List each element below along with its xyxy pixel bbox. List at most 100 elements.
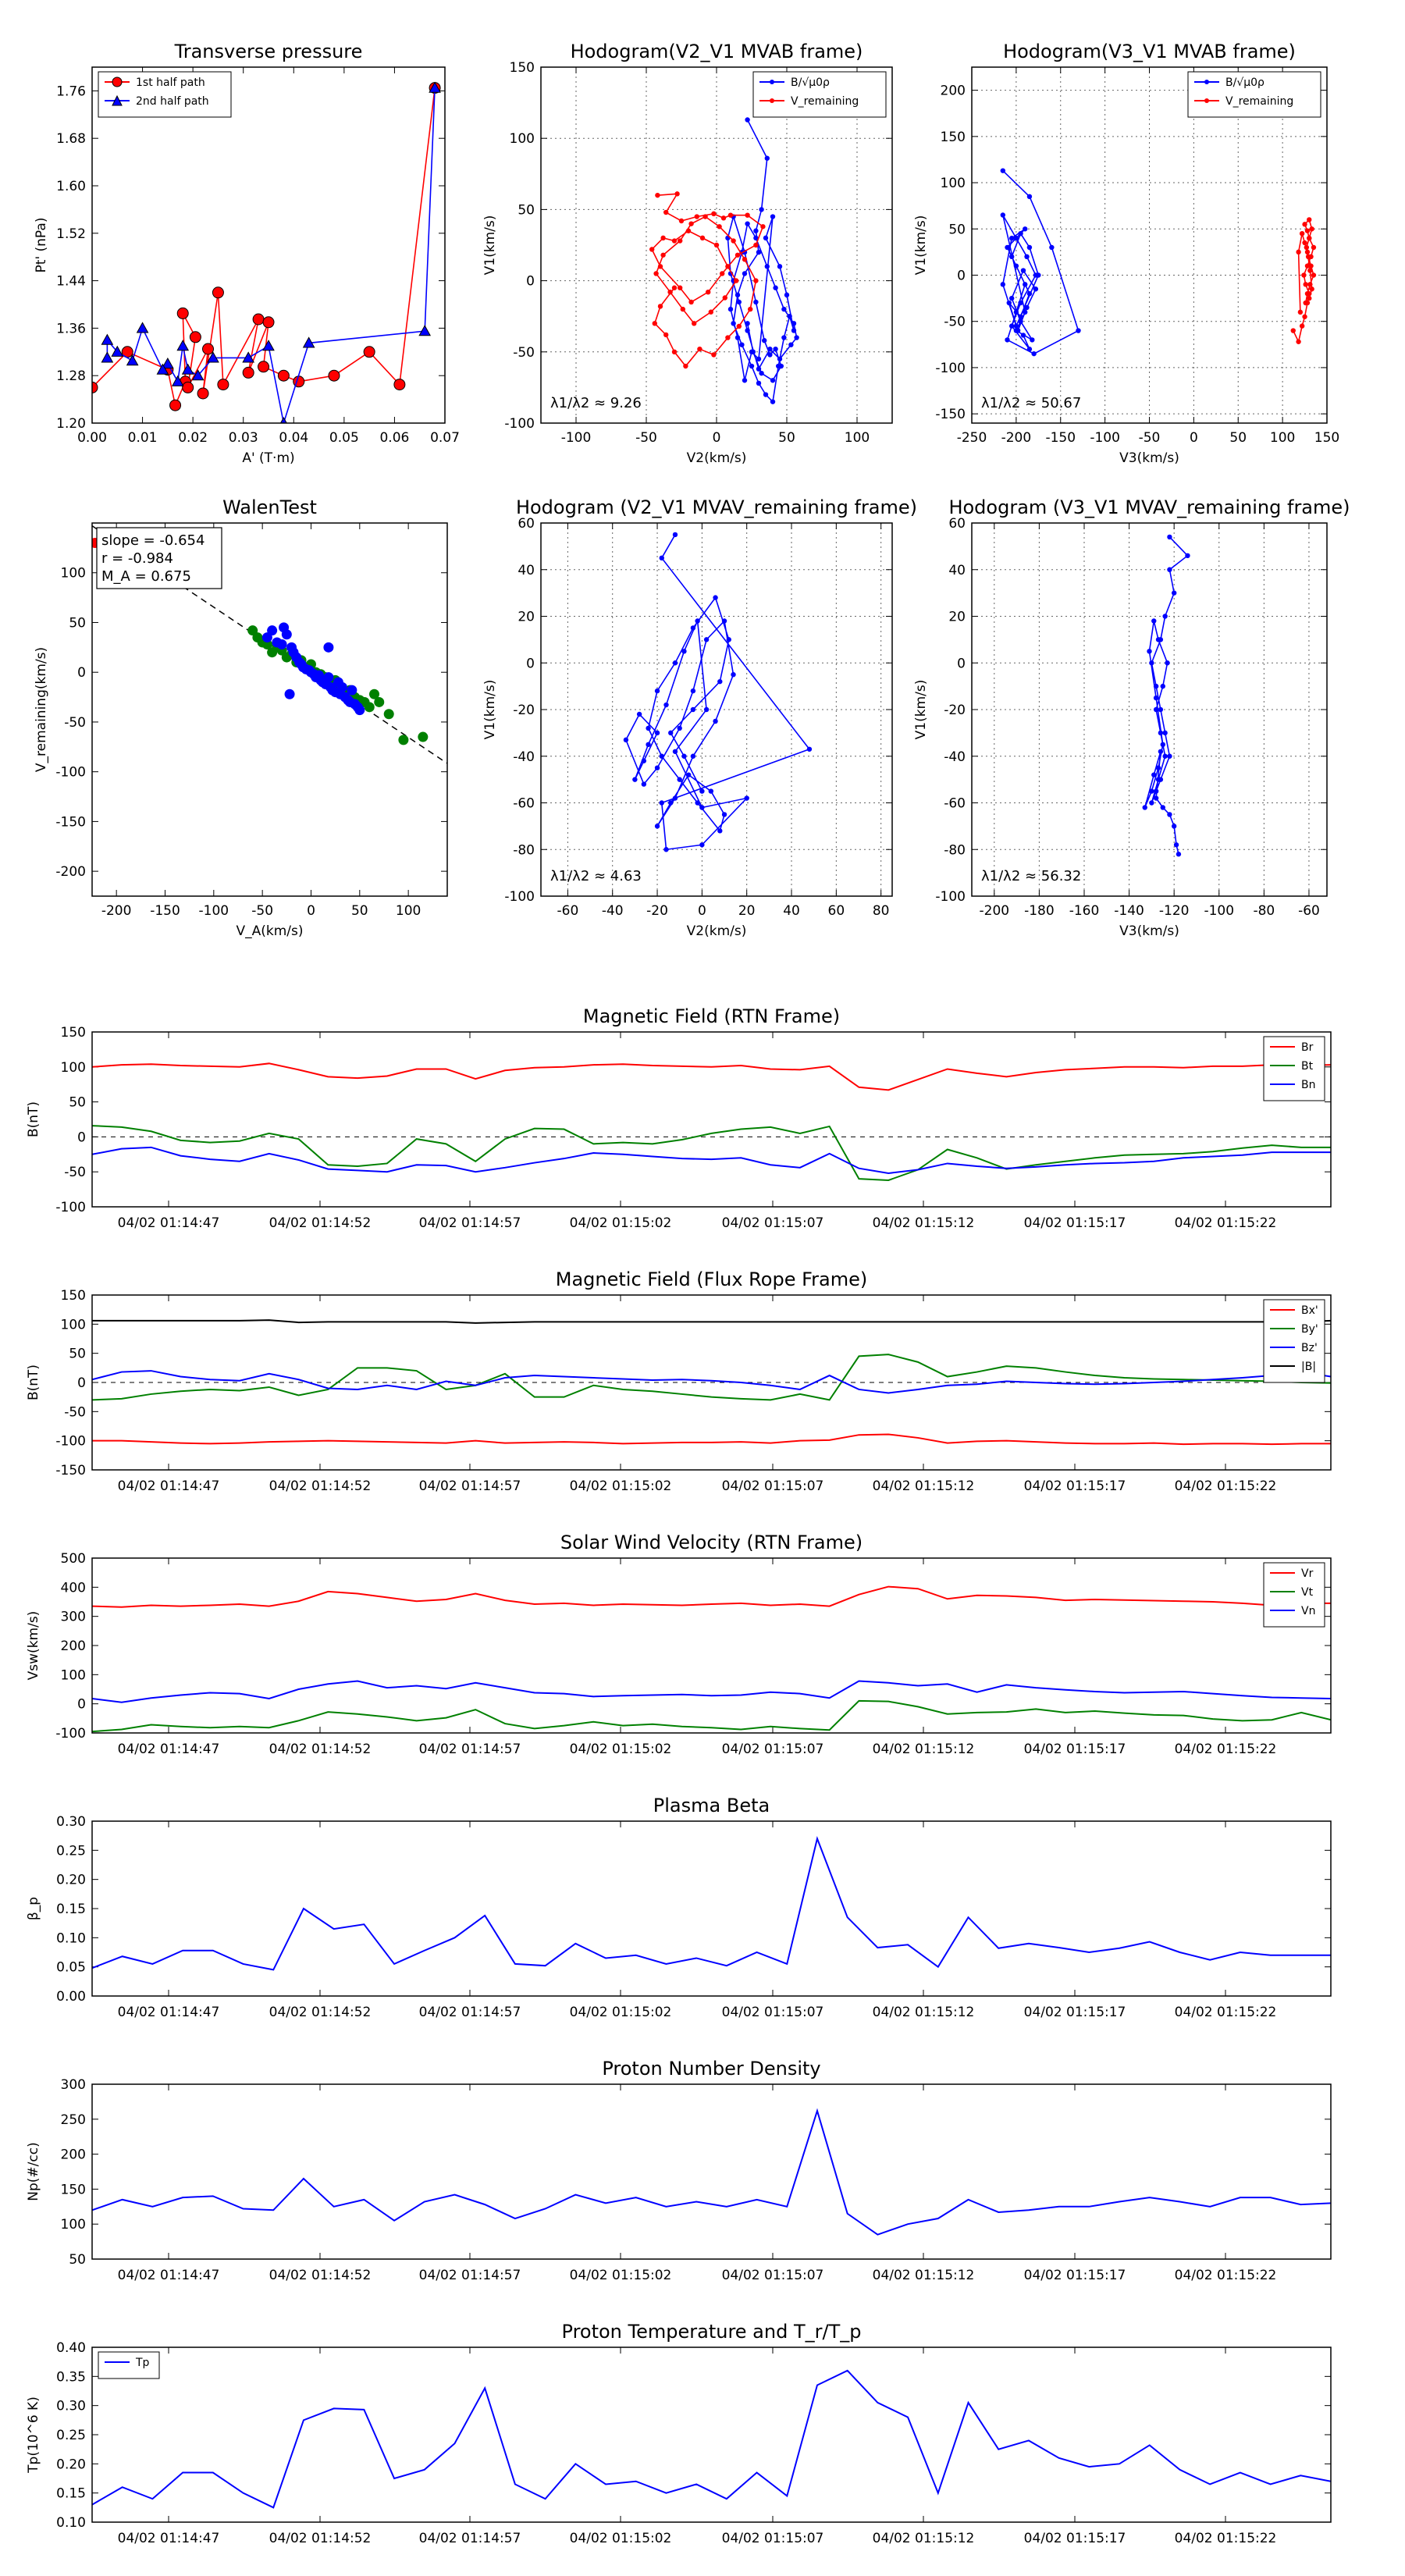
data-point (674, 191, 680, 197)
data-point (1158, 730, 1164, 736)
data-point (657, 304, 663, 309)
data-point (713, 595, 718, 600)
chart-walen_test: -200 -150 -100 -50 0 50 100 -200 -150 -100 -50 0 50 1… (34, 496, 448, 939)
legend-box (1263, 1299, 1325, 1383)
data-point (668, 730, 674, 736)
legend-label: By' (1301, 1323, 1318, 1336)
y-tick-label: -80 (513, 842, 535, 858)
y-tick-label: 200 (941, 84, 966, 99)
x-tick-label: 04/02 01:14:57 (419, 2268, 521, 2283)
y-tick-label: 100 (61, 1060, 86, 1076)
y-tick-label: 50 (69, 615, 86, 631)
y-tick-label: 150 (61, 1288, 86, 1304)
y-tick-label: 0 (77, 1697, 86, 1713)
data-point (1023, 226, 1028, 232)
y-tick-label: -80 (944, 842, 966, 858)
series-line-Vr (92, 1585, 1331, 1608)
data-point (756, 366, 762, 372)
x-tick-label: 04/02 01:15:12 (873, 2531, 975, 2546)
series-line-Bx' (92, 1433, 1331, 1446)
axes-frame (91, 66, 446, 424)
data-point (777, 356, 783, 362)
y-axis-label: Vsw(km/s) (26, 1611, 41, 1681)
y-tick-label: -50 (64, 1165, 86, 1180)
data-point (1142, 805, 1147, 810)
y-tick-label: 50 (69, 2252, 86, 2268)
data-point (1008, 235, 1015, 241)
data-point (720, 271, 725, 276)
data-point (1013, 328, 1019, 333)
data-point (1000, 168, 1006, 173)
chart-title: Magnetic Field (Flux Rope Frame) (556, 1268, 867, 1290)
data-point (1153, 788, 1159, 794)
y-tick-label: 150 (61, 1025, 86, 1041)
x-tick-label: 0 (1190, 430, 1198, 446)
x-tick-label: 04/02 01:15:22 (1175, 2268, 1277, 2283)
chart-proton_number_density: 50 100 150 200 250 300 04/02 01:14:47 04/02 01:… (26, 2058, 1332, 2283)
data-point (1302, 222, 1307, 227)
data-point (672, 749, 678, 754)
y-tick-label: 100 (941, 176, 966, 191)
data-point (745, 321, 750, 326)
data-point (678, 238, 683, 244)
data-point (671, 285, 678, 290)
y-tick-label: -50 (513, 345, 535, 361)
y-tick-label: 100 (61, 1667, 86, 1683)
x-tick-label: 04/02 01:15:12 (873, 1742, 975, 1757)
y-axis-label: Np(#/cc) (26, 2142, 41, 2201)
y-tick-label: 100 (510, 131, 535, 147)
y-tick-label: 0 (77, 1130, 86, 1145)
data-point (126, 354, 139, 366)
plot-area (1000, 168, 1317, 357)
y-tick-label: -100 (55, 1726, 86, 1742)
data-point (1153, 695, 1159, 701)
data-point (1000, 282, 1006, 287)
data-point (1023, 282, 1028, 287)
y-tick-label: -50 (944, 315, 966, 330)
data-point (1155, 765, 1161, 770)
x-tick-label: 0.04 (279, 430, 308, 446)
data-point (659, 800, 664, 806)
axes-frame (91, 1031, 1332, 1208)
data-point (1153, 683, 1159, 689)
data-point (1151, 772, 1157, 777)
x-tick-label: 04/02 01:15:17 (1024, 1215, 1126, 1231)
data-point (354, 705, 365, 716)
x-tick-label: 04/02 01:15:07 (722, 2268, 824, 2283)
data-point (725, 264, 731, 269)
x-tick-label: 04/02 01:15:12 (873, 2005, 975, 2020)
data-point (703, 637, 710, 642)
data-point (717, 678, 723, 685)
x-tick-label: 04/02 01:15:17 (1024, 1742, 1126, 1757)
y-tick-label: -60 (513, 796, 535, 812)
data-point (101, 333, 114, 345)
data-point (763, 392, 769, 397)
data-point (721, 812, 727, 817)
x-tick-label: 04/02 01:15:22 (1175, 1215, 1277, 1231)
x-tick-label: 0.01 (128, 430, 158, 446)
series-line-Tp (92, 2369, 1331, 2509)
legend-label: Vn (1301, 1605, 1315, 1617)
data-point (1020, 268, 1026, 273)
axes-frame (540, 522, 893, 897)
y-tick-label: -100 (55, 1434, 86, 1450)
legend: B/√μ0ρ V_remaining (1187, 71, 1321, 118)
data-point (742, 378, 748, 383)
data-point (217, 379, 229, 391)
chart-hodogram_v3v1_mvab: -150 -100 -50 0 50 100 150 200 -250 -200 -150 -100 -… (913, 41, 1339, 466)
data-point (697, 346, 702, 352)
y-tick-label: 0 (526, 274, 535, 290)
data-point (1013, 309, 1019, 315)
data-point (727, 212, 734, 218)
y-tick-label: 1.52 (56, 226, 86, 242)
y-tick-label: 0.25 (56, 1843, 86, 1859)
chart-plasma_beta: 0.00 0.05 0.10 0.15 0.20 0.25 0.30 04/02 01:14:… (26, 1795, 1332, 2020)
data-point (1307, 295, 1312, 301)
x-tick-label: -200 (1001, 430, 1032, 446)
data-point (1307, 217, 1312, 222)
x-tick-label: 04/02 01:14:52 (269, 1478, 372, 1494)
x-tick-label: 04/02 01:15:02 (570, 2531, 672, 2546)
data-point (1171, 590, 1177, 596)
y-tick-label: 20 (948, 610, 966, 625)
data-point (1008, 295, 1015, 301)
